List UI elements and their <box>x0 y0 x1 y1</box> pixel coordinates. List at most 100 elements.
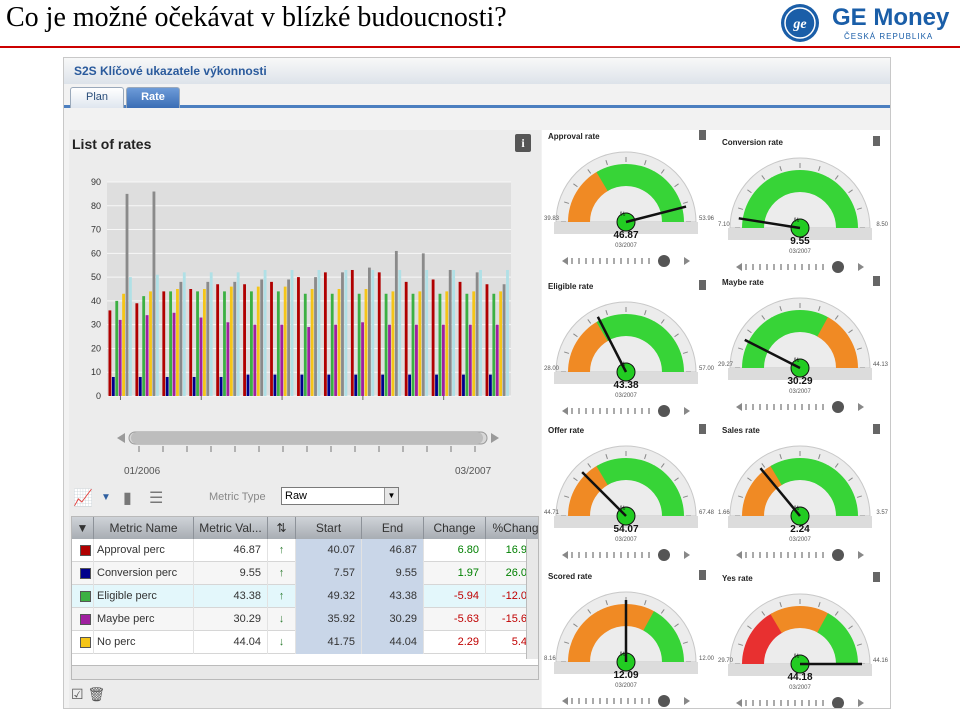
gauge-slider-thumb[interactable] <box>832 401 844 413</box>
select-all-icon[interactable]: ☑ <box>71 686 84 702</box>
bar[interactable] <box>135 303 139 396</box>
table-row[interactable]: Conversion perc 9.55 ↑ 7.57 9.55 1.97 26.0 <box>72 562 538 585</box>
gauge-slider-left-icon[interactable] <box>562 551 568 559</box>
bar[interactable] <box>438 293 442 396</box>
gauge-slider-right-icon[interactable] <box>858 263 864 271</box>
bar[interactable] <box>233 281 237 396</box>
bar[interactable] <box>199 317 203 396</box>
tab-rate[interactable]: Rate <box>126 87 180 108</box>
bar[interactable] <box>307 327 311 396</box>
gauge-info-icon[interactable] <box>699 130 706 140</box>
bar[interactable] <box>182 272 186 396</box>
table-row[interactable]: Eligible perc 43.38 ↑ 49.32 43.38 -5.94 -12.0 <box>72 585 538 608</box>
col-change[interactable]: Change <box>424 517 486 539</box>
bar[interactable] <box>300 374 304 396</box>
tab-plan[interactable]: Plan <box>70 87 124 108</box>
bar[interactable] <box>196 291 199 396</box>
gauge-info-icon[interactable] <box>699 280 706 290</box>
bar[interactable] <box>118 319 122 396</box>
bar[interactable] <box>472 291 476 396</box>
trash-icon[interactable]: 🗑 <box>87 686 106 702</box>
bar[interactable] <box>256 286 260 396</box>
gauge-slider-left-icon[interactable] <box>736 403 742 411</box>
bar[interactable] <box>381 374 385 396</box>
bar[interactable] <box>323 272 327 396</box>
bar[interactable] <box>290 269 294 396</box>
gauge-slider-right-icon[interactable] <box>858 551 864 559</box>
bar[interactable] <box>357 293 361 396</box>
list-icon[interactable]: ☰ <box>149 490 164 507</box>
bar[interactable] <box>287 279 291 396</box>
table-row[interactable]: Maybe perc 30.29 ↓ 35.92 30.29 -5.63 -15.6 <box>72 608 538 631</box>
slider-right-arrow-icon[interactable] <box>491 433 499 443</box>
bar[interactable] <box>452 269 456 396</box>
bar[interactable] <box>394 250 398 396</box>
bar[interactable] <box>280 324 284 396</box>
bar[interactable] <box>364 289 368 396</box>
bar[interactable] <box>341 272 344 396</box>
bar[interactable] <box>155 274 159 396</box>
bar[interactable] <box>219 376 223 396</box>
bar[interactable] <box>115 300 119 396</box>
bar[interactable] <box>492 293 496 396</box>
bar[interactable] <box>216 284 220 396</box>
bar[interactable] <box>506 269 509 396</box>
bar[interactable] <box>421 253 425 396</box>
table-row[interactable]: No perc 44.04 ↓ 41.75 44.04 2.29 5.4 <box>72 631 538 654</box>
bar[interactable] <box>283 286 287 396</box>
bar[interactable] <box>448 269 452 396</box>
bar[interactable] <box>149 291 152 396</box>
gauge-slider-thumb[interactable] <box>832 549 844 561</box>
bar[interactable] <box>276 291 280 396</box>
table-row[interactable]: Approval perc 46.87 ↑ 40.07 46.87 6.80 16.9 <box>72 539 538 562</box>
bar[interactable] <box>250 291 253 396</box>
bar[interactable] <box>270 281 273 396</box>
bar[interactable] <box>209 272 213 396</box>
gauge-slider-right-icon[interactable] <box>684 697 690 705</box>
col-metric-value[interactable]: Metric Val... <box>194 517 268 539</box>
bar[interactable] <box>415 324 418 396</box>
gauge-slider-thumb[interactable] <box>832 697 844 709</box>
bar[interactable] <box>377 272 381 396</box>
bar[interactable] <box>462 374 465 396</box>
bar[interactable] <box>468 324 472 396</box>
bar[interactable] <box>411 293 415 396</box>
bar[interactable] <box>458 281 462 396</box>
bar[interactable] <box>243 284 246 396</box>
bar[interactable] <box>202 289 206 396</box>
bar[interactable] <box>260 279 264 396</box>
bar[interactable] <box>169 291 173 396</box>
date-range-slider[interactable] <box>69 428 539 488</box>
gauge-slider-right-icon[interactable] <box>684 407 690 415</box>
bar[interactable] <box>495 324 499 396</box>
gauge-slider-left-icon[interactable] <box>736 551 742 559</box>
chevron-down-icon[interactable]: ▼ <box>101 492 111 503</box>
bar[interactable] <box>310 289 314 396</box>
bar[interactable] <box>408 374 412 396</box>
bar[interactable] <box>142 296 146 396</box>
bar[interactable] <box>314 277 317 396</box>
bar[interactable] <box>303 293 307 396</box>
slider-left-arrow-icon[interactable] <box>117 433 125 443</box>
gauge-slider-thumb[interactable] <box>658 695 670 707</box>
bar[interactable] <box>253 324 257 396</box>
col-start[interactable]: Start <box>296 517 362 539</box>
bar[interactable] <box>499 291 503 396</box>
bar[interactable] <box>327 374 331 396</box>
bar[interactable] <box>354 374 358 396</box>
bar[interactable] <box>488 374 492 396</box>
gauge-slider-left-icon[interactable] <box>736 699 742 707</box>
bar[interactable] <box>229 286 233 396</box>
bar[interactable] <box>344 269 348 396</box>
bar[interactable] <box>165 376 169 396</box>
bar[interactable] <box>236 272 240 396</box>
bar[interactable] <box>189 289 193 396</box>
gauge-info-icon[interactable] <box>873 276 880 286</box>
bar[interactable] <box>441 324 445 396</box>
gauge-info-icon[interactable] <box>699 570 706 580</box>
bar[interactable] <box>371 269 375 396</box>
bar[interactable] <box>176 289 179 396</box>
bar[interactable] <box>330 293 334 396</box>
gauge-slider-left-icon[interactable] <box>562 257 568 265</box>
metric-type-select[interactable]: Raw ▼ <box>281 487 399 505</box>
